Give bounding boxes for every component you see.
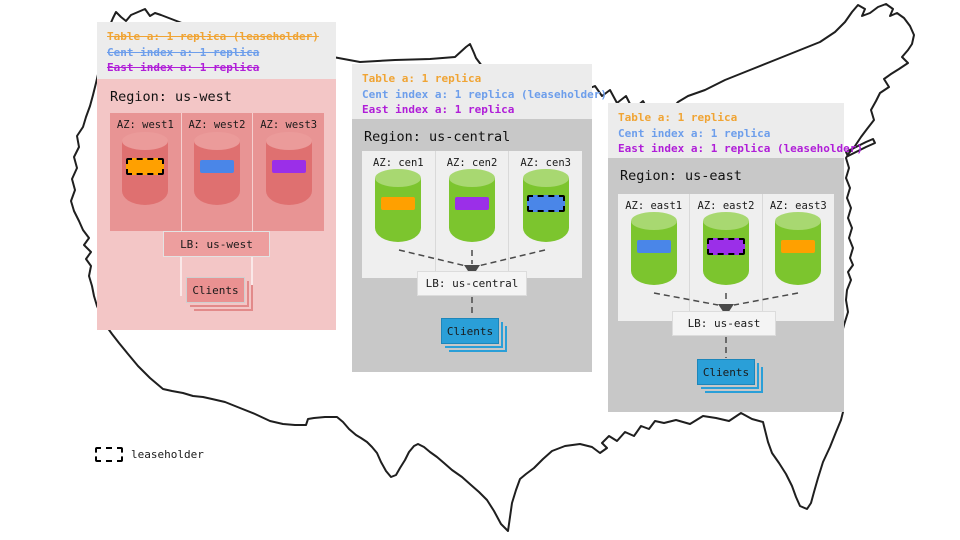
annotation-line: Cent index a: 1 replica (leaseholder) <box>362 87 608 101</box>
load-balancer-us-east: LB: us-east <box>672 311 776 336</box>
clients-label: Clients <box>446 324 494 338</box>
load-balancer-us-west: LB: us-west <box>163 231 270 257</box>
leaseholder-swatch-icon <box>95 447 123 462</box>
lb-label: LB: us-central <box>425 277 519 290</box>
annotation-line: Table a: 1 replica <box>618 111 738 124</box>
annotation-line: East index a: 1 replica (leaseholder) <box>618 142 864 155</box>
db-cylinder <box>630 212 677 285</box>
db-cylinder <box>194 132 240 205</box>
db-cylinder <box>122 132 169 205</box>
clients-label: Clients <box>192 283 239 297</box>
annotation-line: Cent index a: 1 replica <box>618 126 771 140</box>
clients-us-central: Clients <box>441 318 499 344</box>
az-box-east2: AZ: east2 <box>690 194 763 321</box>
annotation-line: Table a: 1 replica <box>362 72 482 85</box>
annotation-box-us-central: Table a: 1 replica Cent index a: 1 repli… <box>352 64 608 119</box>
replica-chip <box>526 195 565 212</box>
replica-chip <box>636 240 671 253</box>
annotation-box-us-west: Table a: 1 replica (leaseholder) Cent in… <box>97 22 336 79</box>
replica-chip <box>271 160 306 173</box>
clients-us-west: Clients <box>186 277 245 303</box>
az-label: AZ: cen3 <box>520 157 571 169</box>
az-label: AZ: cen2 <box>446 157 498 169</box>
annotation-line: East index a: 1 replica <box>107 61 260 74</box>
az-box-cen3: AZ: cen3 <box>509 151 582 278</box>
region-title-us-east: Region: us-east <box>620 168 742 184</box>
az-panel-us-west: AZ: west1 AZ: west2 AZ: west3 <box>110 113 324 231</box>
db-cylinder <box>522 169 569 242</box>
replica-chip <box>381 197 416 210</box>
az-label: AZ: east3 <box>769 200 827 212</box>
az-label: AZ: east2 <box>697 200 755 212</box>
az-box-west2: AZ: west2 <box>182 113 254 231</box>
db-cylinder <box>702 212 749 285</box>
annotation-line: Cent index a: 1 replica <box>107 45 260 59</box>
long-island-outline <box>845 138 876 157</box>
lb-label: LB: us-west <box>180 237 253 251</box>
az-label: AZ: east1 <box>625 200 683 212</box>
az-box-west1: AZ: west1 <box>110 113 182 231</box>
az-label: AZ: west2 <box>188 119 246 131</box>
db-cylinder <box>775 212 822 285</box>
replica-chip <box>200 160 234 173</box>
replica-chip <box>706 238 745 255</box>
lb-label: LB: us-east <box>687 317 761 330</box>
clients-us-east: Clients <box>697 359 755 385</box>
replica-chip <box>126 158 165 175</box>
annotation-box-us-east: Table a: 1 replica Cent index a: 1 repli… <box>608 103 864 158</box>
az-box-cen1: AZ: cen1 <box>362 151 436 278</box>
az-box-east3: AZ: east3 <box>763 194 834 321</box>
az-panel-us-east: AZ: east1 AZ: east2 AZ: east3 <box>618 194 834 321</box>
load-balancer-us-central: LB: us-central <box>417 271 527 296</box>
db-cylinder <box>265 132 312 205</box>
legend: leaseholder <box>95 447 204 462</box>
region-title-us-central: Region: us-central <box>364 129 511 145</box>
annotation-line: East index a: 1 replica <box>362 103 515 116</box>
az-box-east1: AZ: east1 <box>618 194 691 321</box>
region-title-us-west: Region: us-west <box>110 89 232 105</box>
annotation-line: Table a: 1 replica (leaseholder) <box>107 30 319 43</box>
clients-label: Clients <box>702 365 750 379</box>
az-label: AZ: cen1 <box>373 157 424 169</box>
db-cylinder <box>449 169 495 242</box>
az-panel-us-central: AZ: cen1 AZ: cen2 AZ: cen3 <box>362 151 582 278</box>
legend-label: leaseholder <box>131 448 204 461</box>
az-box-cen2: AZ: cen2 <box>436 151 510 278</box>
db-cylinder <box>375 169 422 242</box>
replica-chip <box>455 197 489 210</box>
az-label: AZ: west1 <box>116 119 174 131</box>
replica-chip <box>781 240 816 253</box>
az-box-west3: AZ: west3 <box>253 113 324 231</box>
az-label: AZ: west3 <box>260 119 318 131</box>
